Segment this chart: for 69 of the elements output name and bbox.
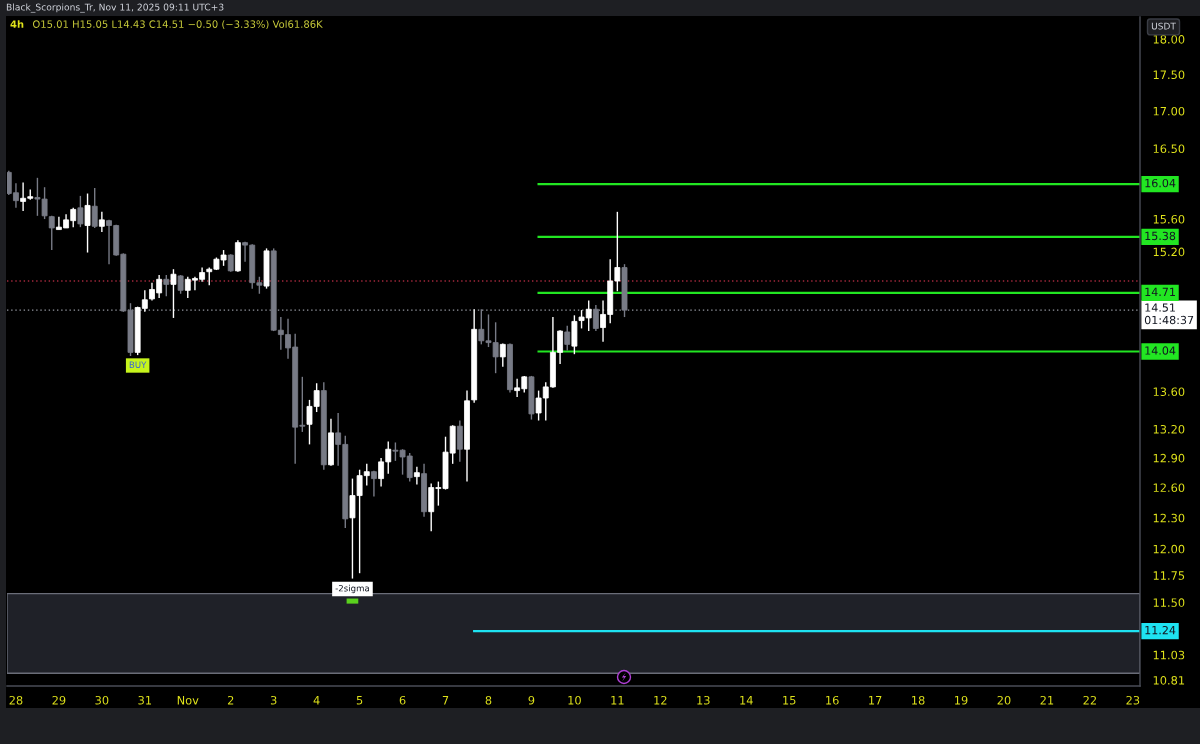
x-tick-label: 13 — [697, 695, 710, 705]
x-tick-label: 14 — [740, 696, 753, 705]
data-label: 16.04 — [1145, 178, 1176, 188]
y-tick-label: 11.50 — [1153, 598, 1185, 607]
x-tick-label: 16 — [826, 695, 839, 705]
candlestick — [163, 274, 170, 298]
y-tick-label: 11.75 — [1153, 571, 1185, 580]
candlestick — [413, 466, 420, 486]
y-tick-label: 16.50 — [1153, 144, 1185, 154]
chart-subtitle: O15.01 H15.05 L14.43 C14.51 −0.50 (−3.33%) Vol61.86K — [32, 20, 323, 30]
text: Black_Scorpions_Tr, Nov 11, 2025 09:11 UTC+3 — [6, 3, 224, 13]
x-tick-label: 31 — [138, 695, 152, 705]
y-tick-label: 10.81 — [1153, 676, 1185, 685]
y-tick-label: 12.00 — [1153, 544, 1185, 554]
x-tick-label: 15 — [783, 696, 796, 705]
candlestick — [371, 470, 377, 498]
y-tick-label: 11.03 — [1153, 650, 1185, 660]
candlestick — [564, 325, 571, 352]
x-tick-label: 22 — [1083, 695, 1096, 705]
y-tick-label: 18.00 — [1153, 35, 1185, 44]
x-tick-label: 21 — [1040, 695, 1054, 705]
x-tick-label: Nov — [177, 696, 199, 705]
y-tick-label: 12.30 — [1153, 513, 1185, 523]
candlestick — [48, 215, 55, 251]
y-tick-label: 13.60 — [1153, 387, 1185, 397]
candlestick — [84, 192, 91, 254]
x-tick-label: 3 — [270, 695, 277, 705]
chart-title: 4h — [10, 20, 24, 28]
x-tick-label: 6 — [399, 695, 406, 705]
x-tick-label: 19 — [955, 695, 968, 705]
data-label: 14.71 — [1145, 287, 1175, 296]
y-tick-label: 13.20 — [1153, 424, 1185, 434]
y-tick-label: 12.60 — [1153, 483, 1185, 493]
x-tick-label: 11 — [611, 696, 624, 705]
x-tick-label: 9 — [528, 695, 535, 705]
y-axis-title: USDT — [1151, 22, 1176, 30]
candlestick — [91, 187, 98, 229]
data-label: 14.04 — [1145, 346, 1176, 355]
x-tick-label: 20 — [997, 695, 1011, 705]
x-tick-label: 10 — [568, 695, 581, 705]
candlestick — [77, 195, 84, 228]
candlestick — [592, 304, 599, 332]
x-tick-label: 2 — [227, 695, 234, 705]
candlestick — [98, 211, 105, 233]
x-tick-label: 17 — [869, 696, 882, 705]
ref-line-label: 14.51 01:48:37 — [1144, 303, 1194, 325]
x-tick-label: 30 — [95, 695, 109, 705]
data-label: 11.24 — [1145, 625, 1176, 635]
data-label: 15.38 — [1145, 231, 1176, 241]
candlestick — [177, 274, 184, 295]
x-tick-label: 18 — [912, 695, 925, 705]
y-tick-label: 17.00 — [1153, 106, 1185, 116]
candlestick — [170, 268, 177, 319]
annotation: BUY — [129, 361, 147, 369]
y-tick-label: 12.90 — [1153, 453, 1185, 463]
candlestick — [456, 419, 463, 463]
x-tick-label: 4 — [313, 696, 320, 705]
x-tick-label: 7 — [442, 696, 449, 705]
x-tick-label: 5 — [356, 696, 363, 705]
y-tick-label: 15.60 — [1153, 214, 1185, 224]
x-tick-label: 12 — [654, 695, 667, 705]
y-tick-label: 17.50 — [1153, 70, 1185, 80]
x-tick-label: 29 — [52, 695, 66, 705]
candlestick — [499, 342, 506, 368]
annotation: -2sigma — [335, 584, 369, 594]
x-tick-label: 28 — [9, 695, 23, 705]
y-tick-label: 15.20 — [1153, 247, 1185, 257]
x-tick-label: 8 — [485, 695, 492, 705]
x-tick-label: 23 — [1126, 695, 1140, 705]
